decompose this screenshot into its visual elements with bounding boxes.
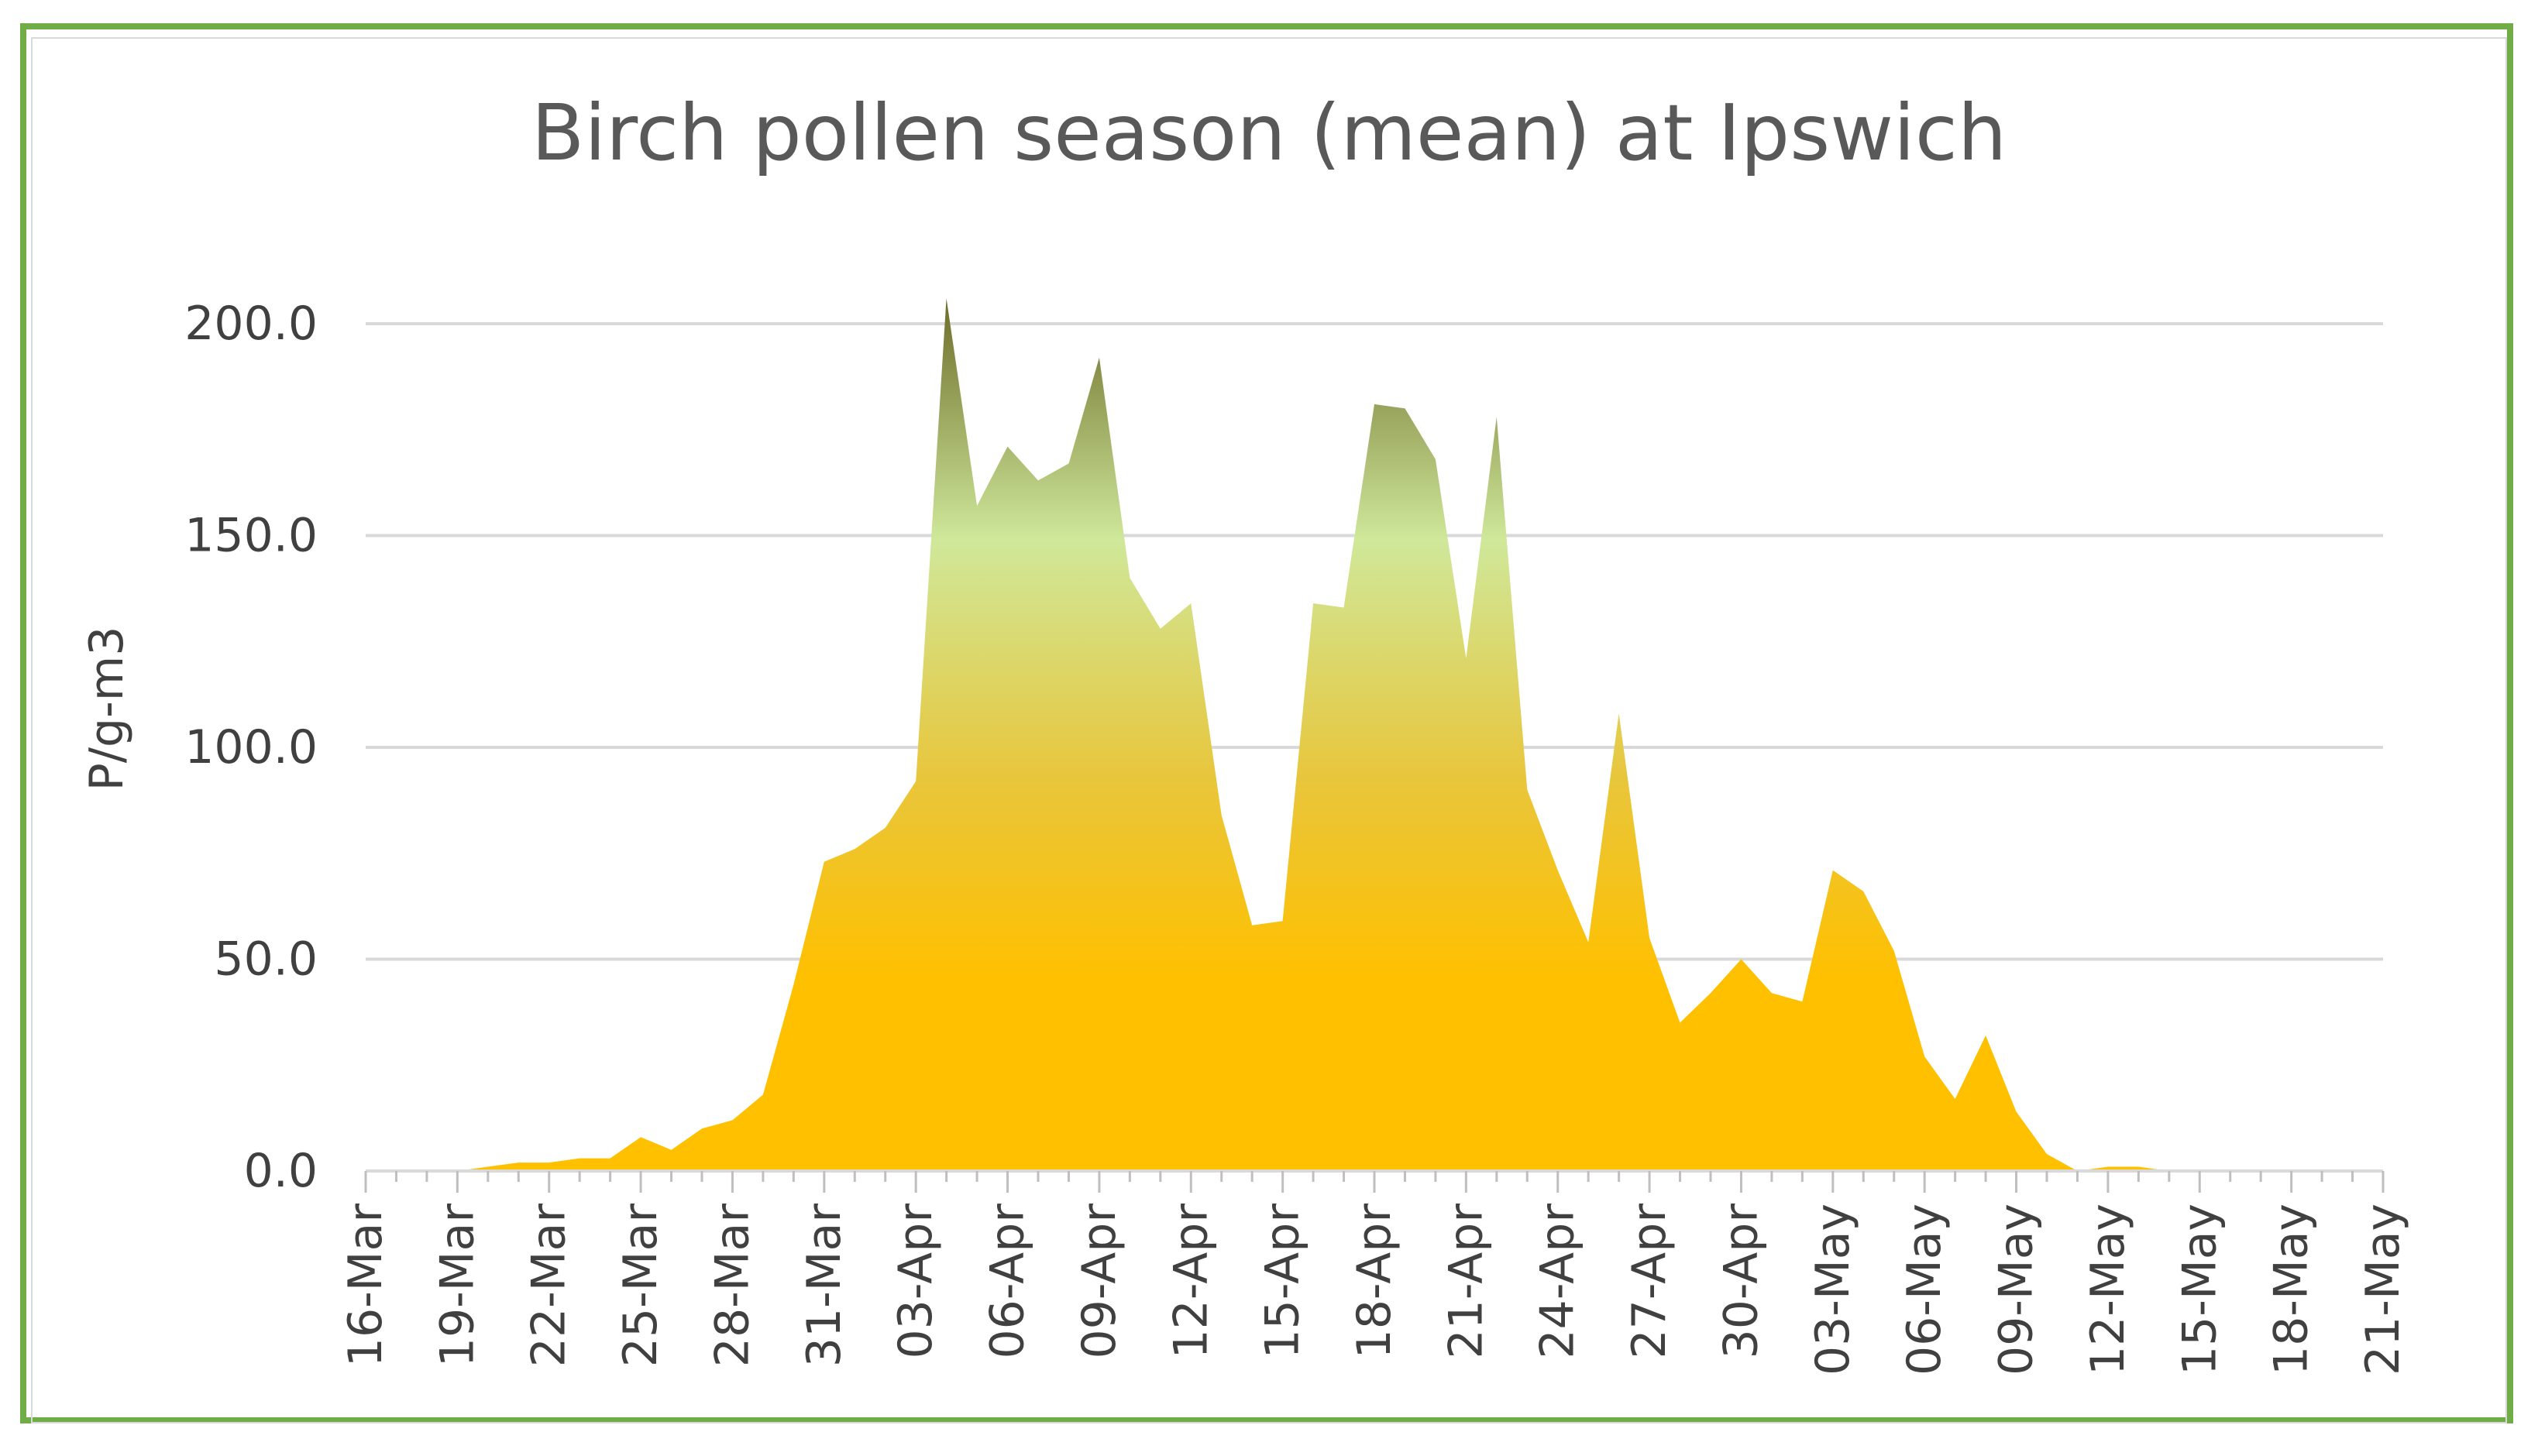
x-tick-label: 21-May — [2356, 1204, 2410, 1375]
x-axis-tick-labels: 16-Mar 19-Mar 22-Mar 25-Mar 28-Mar 31-Mar 03-A… — [339, 1204, 2410, 1375]
x-tick-label: 30-Apr — [1714, 1204, 1768, 1359]
x-tick-label: 06-Apr — [981, 1204, 1035, 1359]
y-tick-label: 200.0 — [184, 297, 318, 351]
x-tick-label: 22-Mar — [522, 1204, 576, 1368]
y-tick-label: 100.0 — [184, 720, 318, 774]
x-tick-label: 31-Mar — [797, 1204, 851, 1368]
y-tick-label: 50.0 — [214, 932, 318, 987]
x-tick-label: 19-Mar — [430, 1204, 484, 1368]
data-area — [366, 298, 2383, 1172]
x-tick-label: 21-Apr — [1439, 1204, 1493, 1359]
y-tick-label: 150.0 — [184, 509, 318, 563]
area-series — [366, 298, 2383, 1172]
x-tick-label: 09-May — [1989, 1204, 2044, 1375]
x-tick-label: 12-May — [2081, 1204, 2135, 1375]
x-tick-label: 24-Apr — [1531, 1204, 1585, 1359]
x-tick-label: 12-Apr — [1164, 1204, 1218, 1359]
y-axis-title: P/g-m3 — [80, 627, 134, 792]
x-tick-label: 18-Apr — [1347, 1204, 1401, 1359]
x-tick-label: 18-May — [2265, 1204, 2319, 1375]
x-tick-label: 25-Mar — [614, 1204, 668, 1368]
x-tick-label: 09-Apr — [1072, 1204, 1126, 1359]
x-tick-label: 15-Apr — [1256, 1204, 1310, 1359]
x-tick-label: 28-Mar — [705, 1204, 759, 1368]
x-tick-label: 16-Mar — [339, 1204, 393, 1368]
x-tick-label: 03-Apr — [889, 1204, 943, 1359]
x-tick-label: 03-May — [1806, 1204, 1860, 1375]
chart-title: Birch pollen season (mean) at Ipswich — [531, 88, 2007, 178]
y-tick-label: 0.0 — [244, 1144, 318, 1198]
y-axis-tick-labels: 0.0 50.0 100.0 150.0 200.0 — [184, 297, 318, 1198]
chart-frame — [20, 23, 2513, 1423]
x-axis — [364, 1169, 2385, 1193]
x-tick-label: 15-May — [2172, 1204, 2227, 1375]
x-tick-label: 06-May — [1897, 1204, 1952, 1375]
x-tick-label: 27-Apr — [1622, 1204, 1677, 1359]
